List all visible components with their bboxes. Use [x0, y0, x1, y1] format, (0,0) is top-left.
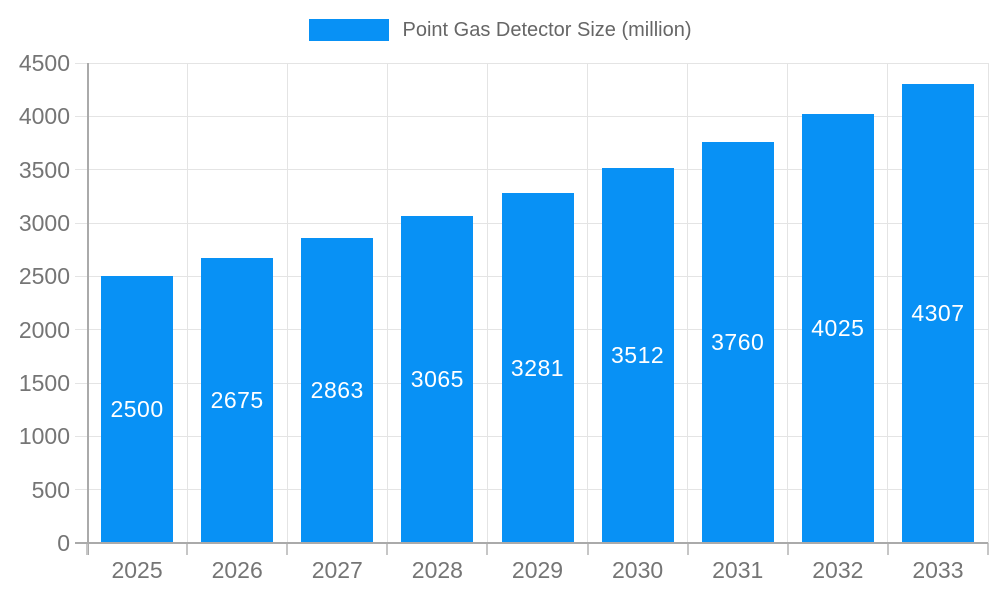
plot-area: 0 500 1000 1500 2000 2500 3000 3500 4000 4500 2500… — [19, 50, 989, 583]
bar-value-label: 4307 — [911, 299, 965, 326]
bar[interactable]: 2863 — [301, 237, 374, 543]
h-gridline — [75, 62, 988, 64]
bar-value-label: 3760 — [711, 328, 765, 355]
v-gridline — [486, 63, 488, 543]
x-axis-tick — [486, 543, 489, 555]
bar[interactable]: 3065 — [401, 216, 474, 543]
x-axis-tick — [286, 543, 289, 555]
x-axis-tick-label: 2030 — [612, 557, 664, 583]
x-axis-tick-label: 2033 — [912, 557, 964, 583]
y-axis-tick-label: 2000 — [18, 316, 70, 343]
y-axis-tick-label: 1500 — [18, 370, 70, 396]
x-axis-tick — [686, 543, 689, 555]
bar-value-label: 4025 — [811, 314, 865, 341]
x-axis-tick-label: 2026 — [211, 557, 263, 583]
bar-value-label: 3281 — [510, 354, 565, 381]
x-axis-tick — [86, 543, 88, 555]
h-gridline — [75, 169, 988, 171]
bar[interactable]: 3281 — [501, 193, 574, 543]
x-axis-tick-label: 2031 — [712, 557, 764, 583]
bar-value-label: 3512 — [611, 342, 665, 369]
v-gridline — [587, 63, 589, 543]
v-gridline — [787, 63, 789, 543]
h-gridline — [75, 115, 988, 117]
v-gridline — [286, 63, 288, 543]
bar-value-label: 2863 — [310, 376, 364, 403]
y-axis-line — [87, 63, 89, 555]
x-axis-tick — [786, 543, 789, 555]
y-axis-tick-label: 4500 — [18, 50, 70, 76]
y-axis-tick-label: 2500 — [18, 263, 70, 290]
y-axis-tick-label: 1000 — [18, 423, 70, 450]
x-axis-tick — [186, 543, 189, 555]
bar[interactable]: 3760 — [701, 141, 774, 543]
v-gridline — [186, 63, 188, 543]
v-gridline — [386, 63, 388, 543]
x-axis-tick — [987, 543, 989, 555]
x-axis-line — [75, 542, 988, 544]
x-axis-tick-label: 2029 — [511, 557, 564, 583]
v-gridline — [887, 63, 889, 543]
bar[interactable]: 2675 — [201, 257, 274, 543]
legend-label: Point Gas Detector Size (million) — [402, 19, 692, 41]
x-axis-tick-label: 2028 — [411, 557, 463, 583]
y-axis-tick-label: 3000 — [18, 210, 70, 236]
bar-value-label: 3065 — [410, 366, 464, 393]
x-axis-tick-label: 2032 — [812, 557, 864, 583]
bar[interactable]: 4307 — [901, 83, 974, 543]
x-axis-tick-label: 2027 — [311, 557, 363, 583]
x-axis-tick — [386, 543, 389, 555]
legend-swatch — [308, 19, 389, 41]
y-axis-tick-label: 0 — [57, 530, 70, 556]
bar-value-label: 2500 — [110, 396, 164, 423]
bar[interactable]: 4025 — [801, 113, 874, 543]
y-axis-tick-label: 3500 — [18, 156, 70, 183]
x-axis-tick — [586, 543, 589, 555]
legend[interactable]: Point Gas Detector Size (million) — [0, 16, 1000, 44]
x-axis-tick-label: 2025 — [111, 557, 163, 583]
x-axis-tick — [886, 543, 889, 555]
v-gridline — [987, 63, 989, 543]
y-axis-tick-label: 500 — [31, 476, 70, 503]
bar[interactable]: 3512 — [601, 168, 674, 543]
y-axis-tick-label: 4000 — [18, 103, 70, 130]
v-gridline — [687, 63, 689, 543]
bar[interactable]: 2500 — [101, 276, 174, 543]
bar-value-label: 2675 — [210, 386, 264, 413]
